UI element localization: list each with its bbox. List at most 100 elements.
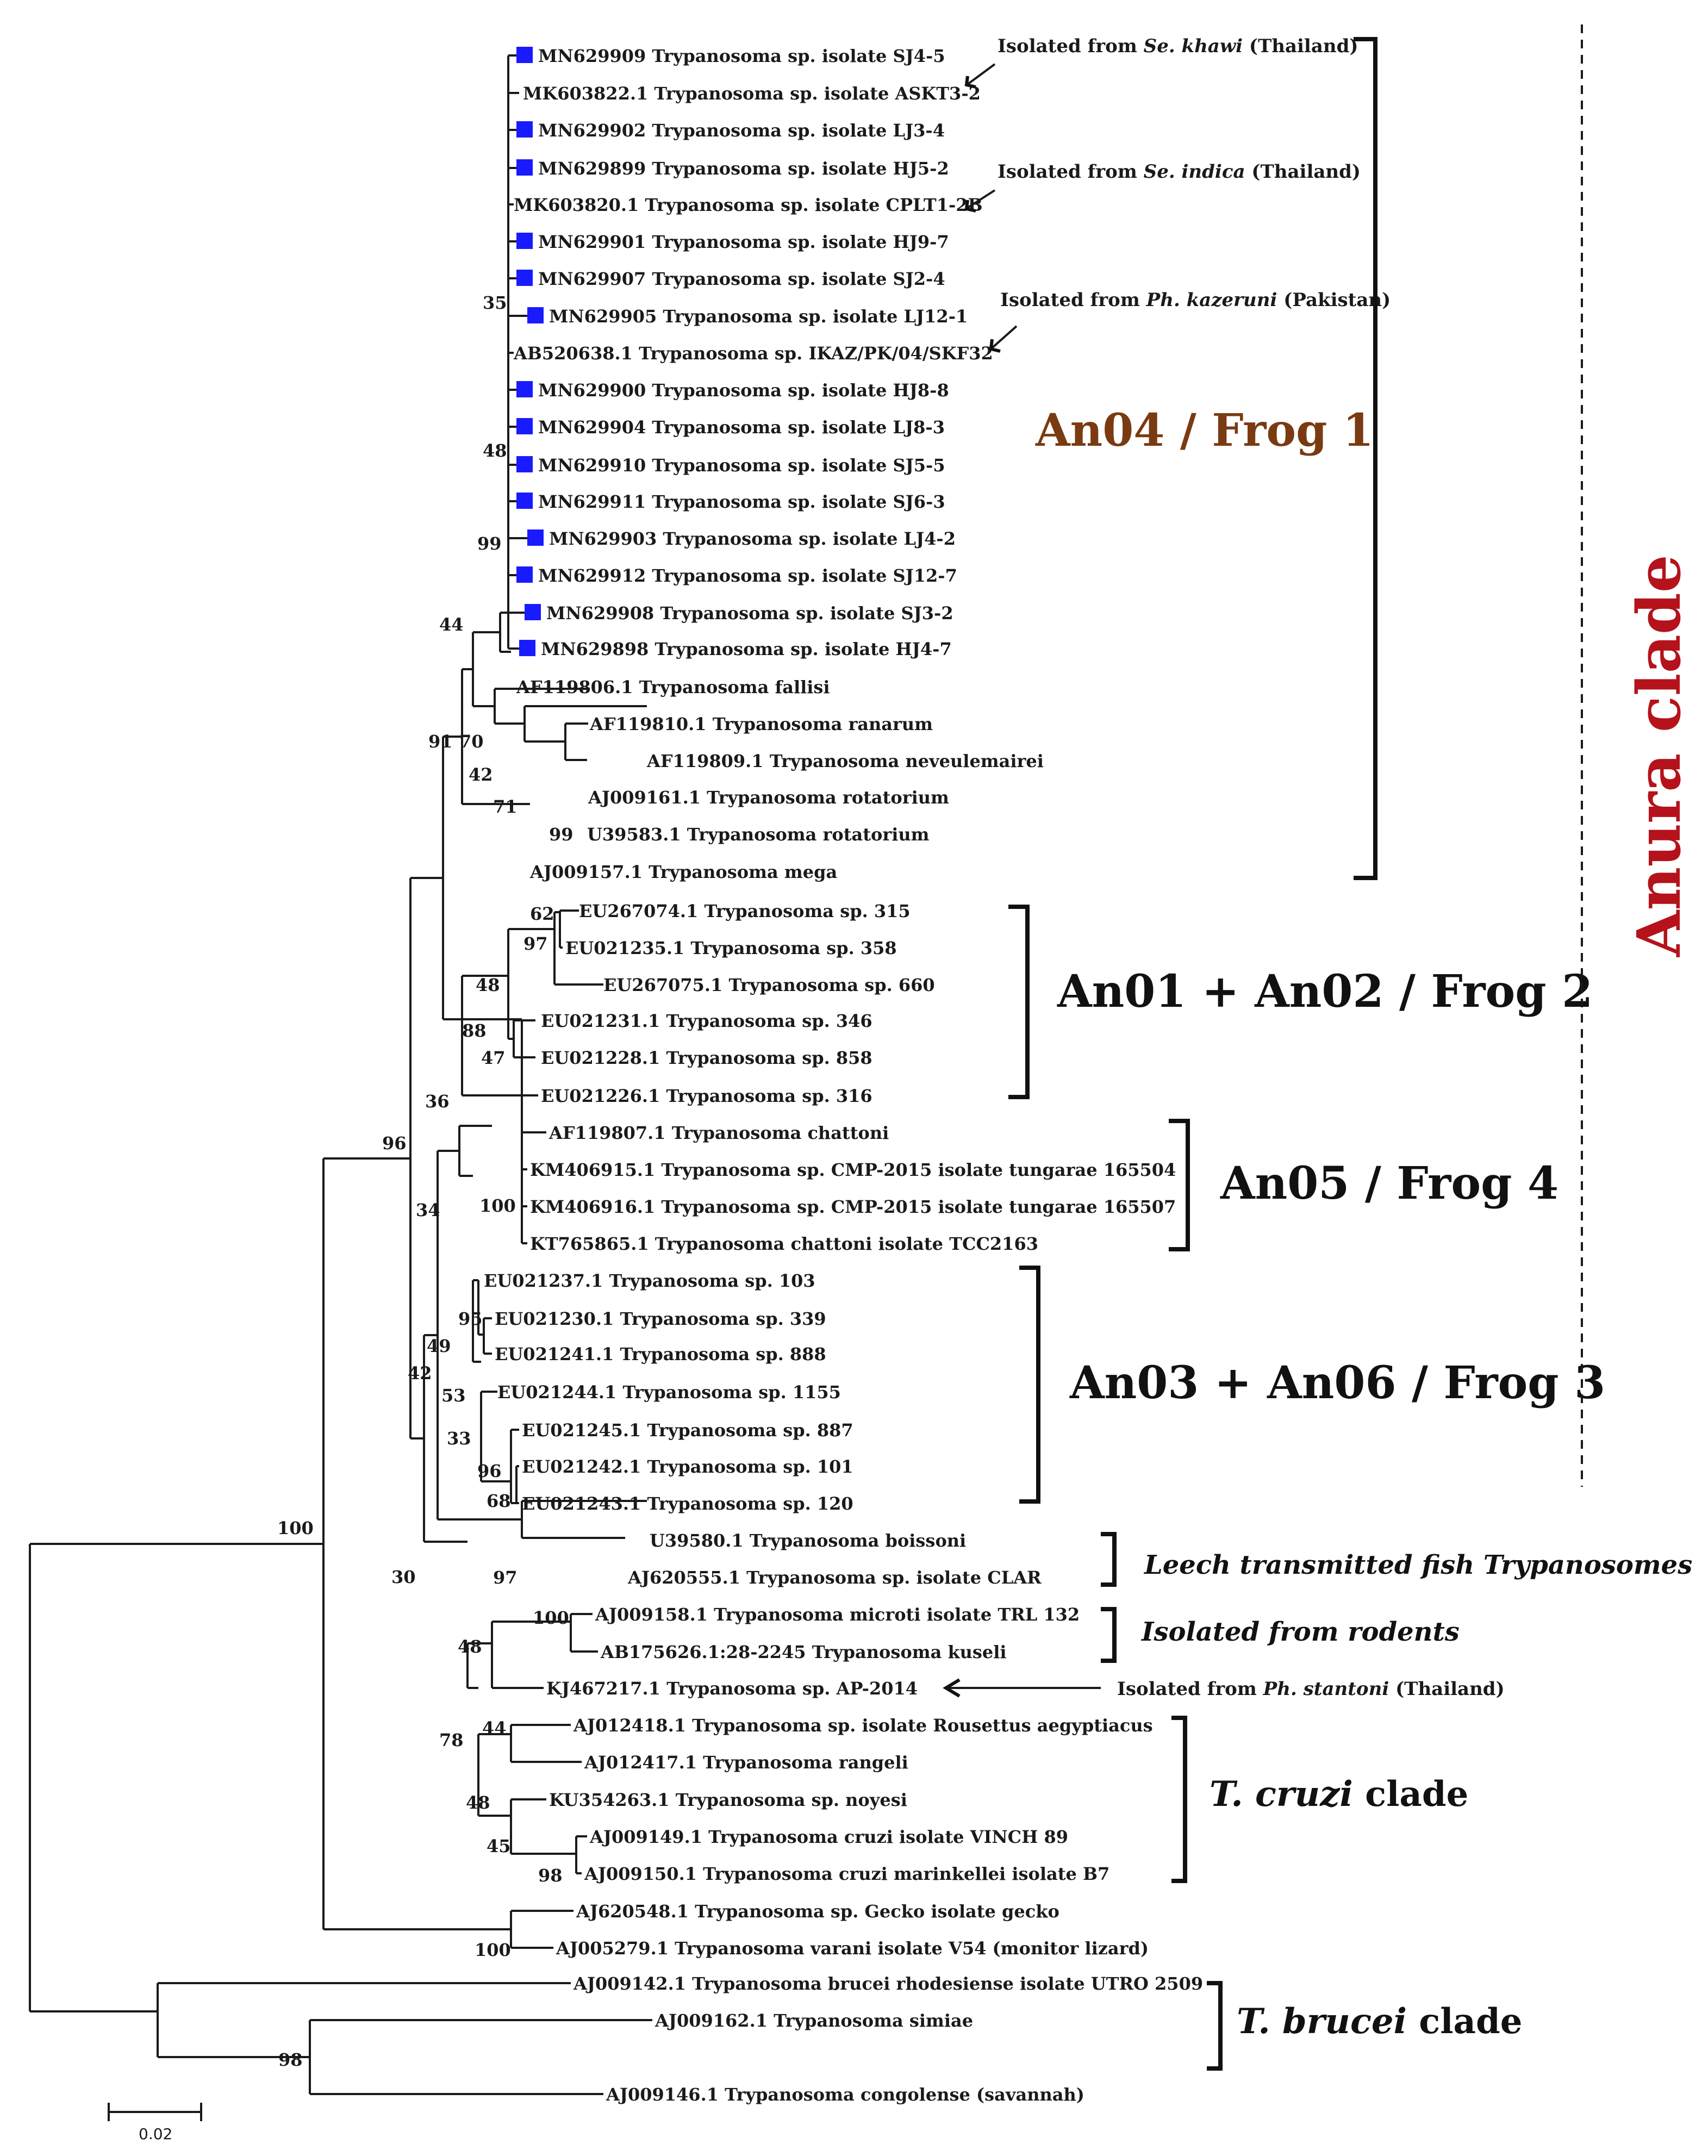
marker: [516, 159, 533, 176]
bracket-brucei: [1207, 1981, 1223, 2071]
bootstrap-value: 98: [278, 2049, 303, 2070]
bootstrap-value: 78: [439, 1730, 464, 1750]
bootstrap-value: 42: [469, 764, 493, 785]
leaf-label: AJ620555.1 Trypanosoma sp. isolate CLAR: [627, 1567, 1042, 1588]
group-label-brucei: T. brucei clade: [1237, 2001, 1522, 2042]
leaf-label: MN629898 Trypanosoma sp. isolate HJ4-7: [541, 639, 952, 659]
marker: [527, 307, 544, 323]
leaf-label: EU021244.1 Trypanosoma sp. 1155: [497, 1382, 841, 1403]
marker: [516, 381, 533, 397]
leaf-label: EU267074.1 Trypanosoma sp. 315: [579, 901, 911, 921]
leaf-label: MN629910 Trypanosoma sp. isolate SJ5-5: [538, 455, 945, 476]
bootstrap-value: 44: [439, 614, 464, 635]
leaf-label: EU267075.1 Trypanosoma sp. 660: [603, 975, 935, 995]
leaf-label: MN629900 Trypanosoma sp. isolate HJ8-8: [538, 380, 949, 401]
leaf-label: AJ012418.1 Trypanosoma sp. isolate Rouse…: [573, 1715, 1153, 1736]
bootstrap-value: 96: [382, 1133, 407, 1154]
leaf-label: AJ009142.1 Trypanosoma brucei rhodesiens…: [573, 1973, 1203, 1994]
bootstrap-value: 34: [416, 1200, 440, 1220]
bootstrap-value: 48: [458, 1636, 482, 1657]
bootstrap-value: 45: [487, 1836, 511, 1856]
marker: [516, 233, 533, 249]
leaf-label: EU021242.1 Trypanosoma sp. 101: [522, 1456, 853, 1477]
leaf-label: U39580.1 Trypanosoma boissoni: [650, 1530, 966, 1551]
bootstrap-value: 49: [427, 1336, 451, 1356]
leaf-label: MN629903 Trypanosoma sp. isolate LJ4-2: [549, 528, 956, 549]
leaf-label: EU021228.1 Trypanosoma sp. 858: [541, 1048, 872, 1068]
leaf-label: AJ009158.1 Trypanosoma microti isolate T…: [595, 1604, 1080, 1625]
group-label-frog3: An03 + An06 / Frog 3: [1069, 1357, 1605, 1409]
bracket-leech: [1101, 1532, 1117, 1587]
bootstrap-value: 100: [475, 1940, 511, 1960]
marker: [516, 493, 533, 509]
leaf-label: EU021241.1 Trypanosoma sp. 888: [495, 1344, 826, 1364]
bracket-frog2: [1008, 905, 1030, 1099]
bootstrap-value: 42: [408, 1363, 432, 1384]
bootstrap-value: 91: [428, 731, 453, 752]
marker: [516, 47, 533, 63]
bootstrap-value: 95: [458, 1308, 483, 1329]
group-label-leech: Leech transmitted fish Trypanosomes: [1143, 1550, 1692, 1580]
bracket-rodents: [1101, 1607, 1117, 1663]
bootstrap-value: 100: [277, 1518, 314, 1538]
bootstrap-value: 98: [538, 1865, 563, 1886]
leaf-label: AJ009149.1 Trypanosoma cruzi isolate VIN…: [589, 1827, 1068, 1847]
leaf-label: AJ620548.1 Trypanosoma sp. Gecko isolate…: [576, 1901, 1059, 1922]
bootstrap-value: 97: [493, 1567, 518, 1588]
bootstrap-value: 71: [493, 796, 518, 817]
leaf-label: AJ005279.1 Trypanosoma varani isolate V5…: [556, 1938, 1149, 1959]
bootstrap-value: 99: [549, 824, 574, 845]
leaf-label: AF119809.1 Trypanosoma neveulemairei: [646, 751, 1044, 771]
note-se-khawi: Isolated from Se. khawi (Thailand): [998, 35, 1358, 57]
bootstrap-value: 97: [523, 933, 548, 954]
leaf-label: EU021243.1 Trypanosoma sp. 120: [522, 1493, 853, 1514]
marker: [516, 418, 533, 434]
leaf-label: KM406915.1 Trypanosoma sp. CMP-2015 isol…: [530, 1160, 1176, 1180]
leaf-label: AF119810.1 Trypanosoma ranarum: [589, 714, 933, 734]
leaf-label: MK603822.1 Trypanosoma sp. isolate ASKT3…: [523, 83, 981, 104]
bracket-frog1: [1354, 37, 1377, 880]
leaf-label: MN629904 Trypanosoma sp. isolate LJ8-3: [538, 417, 945, 438]
bootstrap-value: 48: [466, 1792, 490, 1813]
bootstrap-values: 35 48 99 44 91 70 42 71 99 62 97 48 88 4…: [277, 292, 574, 2070]
bootstrap-value: 35: [483, 292, 507, 313]
leaf-label: MN629912 Trypanosoma sp. isolate SJ12-7: [538, 565, 957, 586]
bootstrap-value: 36: [425, 1091, 450, 1112]
leaf-label: MN629911 Trypanosoma sp. isolate SJ6-3: [538, 491, 945, 512]
leaf-label: AJ009161.1 Trypanosoma rotatorium: [588, 787, 949, 808]
leaf-label: AF119807.1 Trypanosoma chattoni: [548, 1123, 889, 1143]
leaf-label: EU021231.1 Trypanosoma sp. 346: [541, 1011, 872, 1031]
marker: [516, 121, 533, 138]
arrow-icon: [943, 63, 1101, 1698]
leaf-label: U39583.1 Trypanosoma rotatorium: [587, 824, 930, 845]
leaf-label: KM406916.1 Trypanosoma sp. CMP-2015 isol…: [530, 1197, 1176, 1217]
bootstrap-value: 70: [459, 731, 484, 752]
bootstrap-value: 68: [487, 1491, 511, 1511]
marker: [516, 566, 533, 583]
leaf-label: MN629899 Trypanosoma sp. isolate HJ5-2: [538, 158, 949, 179]
bootstrap-value: 96: [477, 1461, 502, 1481]
marker: [519, 640, 535, 656]
anura-clade-label: Anura clade: [1624, 554, 1694, 957]
leaf-label: EU021245.1 Trypanosoma sp. 887: [522, 1420, 853, 1441]
note-ph-stantoni: Isolated from Ph. stantoni (Thailand): [1117, 1678, 1505, 1700]
bootstrap-value: 33: [447, 1428, 471, 1449]
leaf-label: MN629905 Trypanosoma sp. isolate LJ12-1: [549, 306, 968, 327]
bootstrap-value: 88: [462, 1020, 487, 1041]
bootstrap-value: 48: [483, 440, 507, 461]
group-label-frog1: An04 / Frog 1: [1035, 404, 1374, 457]
bootstrap-value: 53: [441, 1385, 466, 1406]
isolate-markers: [516, 47, 544, 656]
marker: [527, 529, 544, 546]
bootstrap-value: 44: [482, 1718, 507, 1738]
bootstrap-value: 100: [479, 1195, 516, 1216]
note-ph-kazeruni: Isolated from Ph. kazeruni (Pakistan): [1000, 289, 1391, 311]
group-label-frog4: An05 / Frog 4: [1220, 1157, 1559, 1210]
bracket-frog4: [1169, 1119, 1190, 1251]
leaf-label: AJ009157.1 Trypanosoma mega: [529, 862, 837, 882]
leaf-label: MN629909 Trypanosoma sp. isolate SJ4-5: [538, 46, 945, 66]
leaf-labels: MN629909 Trypanosoma sp. isolate SJ4-5 M…: [484, 46, 1203, 2105]
marker: [516, 456, 533, 472]
leaf-label: AJ009162.1 Trypanosoma simiae: [654, 2010, 973, 2031]
